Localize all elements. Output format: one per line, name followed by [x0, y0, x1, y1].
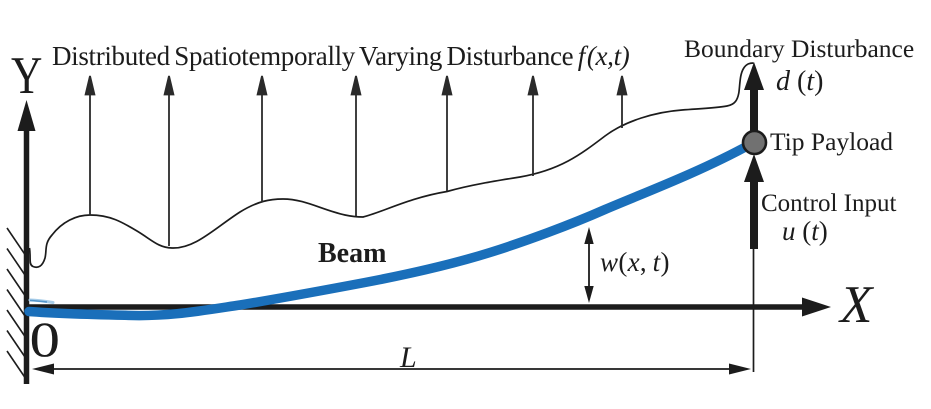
svg-text:Y: Y [11, 47, 42, 105]
svg-text:L: L [399, 341, 417, 374]
svg-text:w(x, t): w(x, t) [600, 247, 670, 277]
svg-text:Distributed Spatiotemporally V: Distributed Spatiotemporally Varying Dis… [52, 41, 630, 71]
svg-text:Tip Payload: Tip Payload [770, 127, 893, 156]
svg-text:u (t): u (t) [782, 216, 828, 246]
svg-text:Beam: Beam [318, 238, 386, 269]
svg-text:d (t): d (t) [776, 66, 823, 97]
svg-text:Control Input: Control Input [761, 190, 896, 217]
svg-text:Boundary Disturbance: Boundary Disturbance [684, 34, 914, 63]
svg-text:X: X [838, 276, 875, 334]
svg-text:0: 0 [30, 312, 61, 368]
